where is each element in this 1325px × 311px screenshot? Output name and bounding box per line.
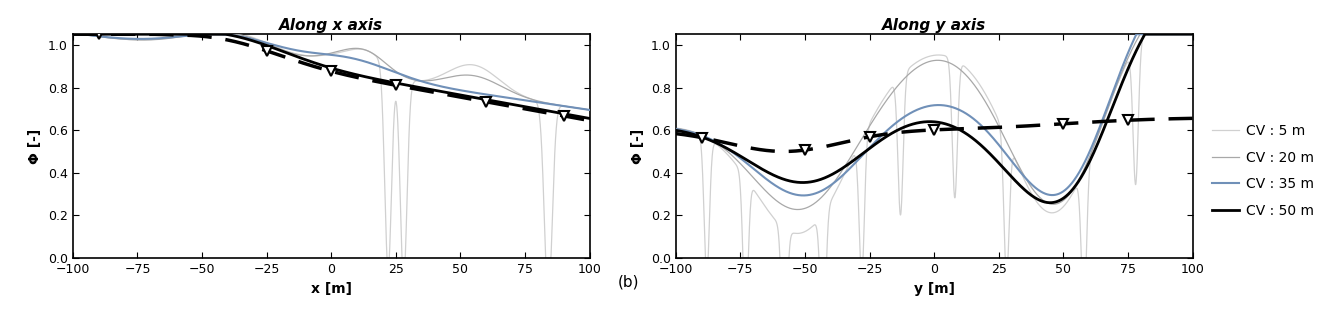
- Legend: CV : 5 m, CV : 20 m, CV : 35 m, CV : 50 m: CV : 5 m, CV : 20 m, CV : 35 m, CV : 50 …: [1206, 119, 1320, 223]
- Y-axis label: Φ [-]: Φ [-]: [631, 128, 645, 164]
- X-axis label: x [m]: x [m]: [311, 281, 351, 295]
- Text: (b): (b): [617, 274, 639, 289]
- Title: Along y axis: Along y axis: [882, 18, 986, 33]
- Y-axis label: Φ [-]: Φ [-]: [28, 128, 42, 164]
- X-axis label: y [m]: y [m]: [914, 281, 954, 295]
- Title: Along x axis: Along x axis: [280, 18, 383, 33]
